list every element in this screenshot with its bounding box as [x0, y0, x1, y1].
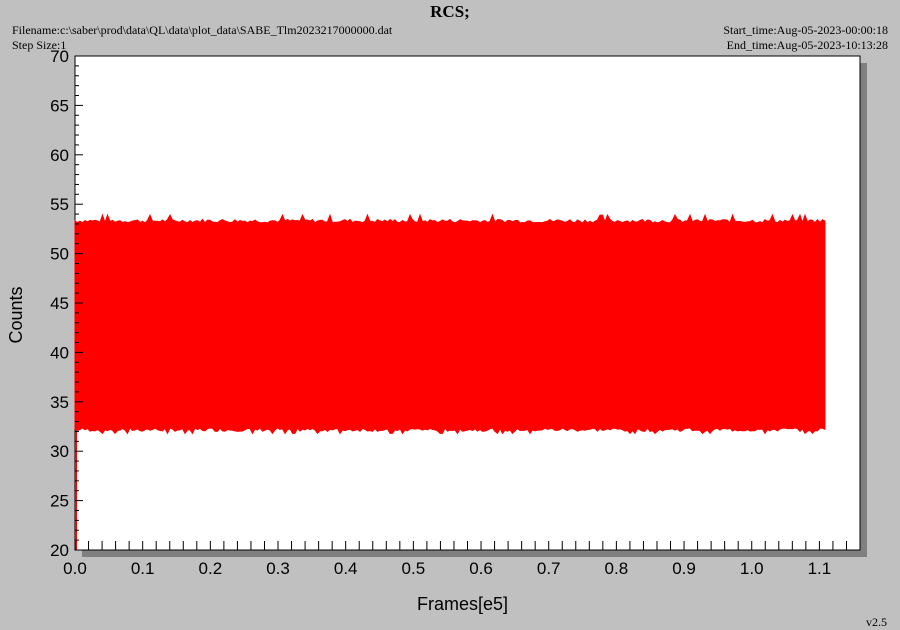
- x-tick-label: 1.0: [740, 559, 764, 578]
- end-time-label: End_time:Aug-05-2023-10:13:28: [726, 38, 888, 52]
- x-axis-title: Frames[e5]: [417, 594, 508, 614]
- filename-label: Filename:c:\saber\prod\data\QL\data\plot…: [12, 23, 393, 37]
- y-tick-label: 70: [50, 47, 69, 66]
- chart-title: RCS;: [430, 2, 470, 21]
- y-axis-title: Counts: [6, 286, 26, 343]
- step-size-label: Step Size:1: [12, 38, 67, 52]
- y-tick-label: 40: [50, 343, 69, 362]
- y-tick-label: 20: [50, 541, 69, 560]
- y-tick-label: 65: [50, 96, 69, 115]
- x-tick-label: 0.3: [266, 559, 290, 578]
- y-tick-label: 50: [50, 245, 69, 264]
- x-tick-label: 0.8: [605, 559, 629, 578]
- x-tick-label: 0.6: [469, 559, 493, 578]
- version-label: v2.5: [866, 615, 887, 629]
- y-tick-label: 60: [50, 146, 69, 165]
- y-tick-label: 25: [50, 492, 69, 511]
- start-time-label: Start_time:Aug-05-2023-00:00:18: [723, 23, 888, 37]
- x-tick-label: 0.0: [63, 559, 87, 578]
- x-tick-label: 1.1: [808, 559, 832, 578]
- x-tick-label: 0.9: [672, 559, 696, 578]
- y-tick-label: 55: [50, 195, 69, 214]
- x-tick-label: 0.7: [537, 559, 561, 578]
- y-tick-label: 35: [50, 393, 69, 412]
- y-tick-label: 45: [50, 294, 69, 313]
- x-tick-label: 0.2: [199, 559, 223, 578]
- x-tick-label: 0.4: [334, 559, 358, 578]
- data-band: [74, 213, 826, 435]
- x-tick-label: 0.1: [131, 559, 155, 578]
- x-tick-label: 0.5: [402, 559, 426, 578]
- y-tick-label: 30: [50, 442, 69, 461]
